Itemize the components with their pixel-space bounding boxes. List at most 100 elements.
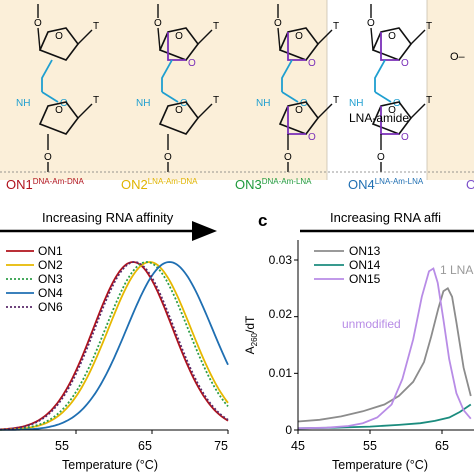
base-bond [317, 103, 333, 119]
base-bond [317, 29, 333, 45]
sugar-top-3: O T O [278, 21, 339, 69]
base-label: T [426, 21, 432, 32]
lna-bridge [287, 32, 306, 61]
carbonyl-oxygen-4: O [393, 98, 401, 109]
base-bond [197, 29, 213, 45]
bridge-oxygen: O [188, 58, 196, 69]
legend-c-label-on14: ON14 [349, 258, 381, 272]
chart-c-ylabel: A260/dT [243, 315, 259, 354]
chart-c-ytick-0: 0 [285, 423, 292, 437]
chart-c-xtick-45: 45 [291, 439, 305, 453]
ring [38, 27, 79, 61]
legend-b-label-on6: ON6 [38, 300, 63, 314]
ring [371, 27, 412, 61]
sugar-top-4: O T O [371, 21, 432, 69]
ring-oxygen: O [388, 31, 396, 42]
series-line-on4 [0, 261, 229, 431]
ring [38, 101, 79, 135]
c3-oxygen-3: O [284, 152, 292, 163]
extra-fragment-oxygen: O– [450, 51, 466, 63]
c5-bond-3 [277, 27, 281, 51]
ring [278, 27, 319, 61]
chart-b-xlabel: Temperature (°C) [62, 458, 158, 472]
oligo-label-superscript: DNA-Am-DNA [33, 177, 85, 186]
legend-c-label-on15: ON15 [349, 272, 381, 286]
series-line-on6 [0, 261, 229, 431]
carbonyl-1 [41, 91, 59, 103]
carbonyl-oxygen-3: O [300, 98, 308, 109]
affinity-arrow-b-label: Increasing RNA affinity [42, 210, 174, 225]
bridge-oxygen: O [401, 132, 409, 143]
chart-c-ytick-0.03: 0.03 [269, 253, 293, 267]
top-oxygen-1: O [34, 18, 42, 29]
ring-oxygen: O [388, 105, 396, 116]
bridge-oxygen: O [401, 58, 409, 69]
oligo-label-4: ON4LNA-Am-LNA [348, 177, 424, 192]
oligo-label-prefix: O [466, 177, 474, 192]
panel-c-letter: c [258, 211, 267, 230]
chart-c-xlabel: Temperature (°C) [332, 458, 428, 472]
lna-amide-label: LNA-amide [349, 111, 409, 125]
chart-c-plot [294, 259, 472, 434]
legend-b-label-on4: ON4 [38, 286, 63, 300]
c5-bond-4 [370, 27, 374, 51]
base-label: T [213, 95, 219, 106]
base-label: T [213, 21, 219, 32]
sugar-top-1: OT [38, 21, 99, 61]
top-oxygen-4: O [367, 18, 375, 29]
base-bond [410, 29, 426, 45]
nucleoside-structures: OOTONHOTOOOTOONHOTOOOTOONHOTOOOOTOONHOTO… [0, 4, 474, 192]
carbonyl-2 [161, 91, 179, 103]
legend-b-label-on2: ON2 [38, 258, 63, 272]
top-oxygen-3: O [274, 18, 282, 29]
ring [158, 101, 199, 135]
oligo-label-prefix: ON4 [348, 177, 375, 192]
c3-oxygen-1: O [44, 152, 52, 163]
amide-linker-4 [374, 59, 386, 92]
amide-nh-1: NH [16, 98, 30, 109]
chart-c-ytick-0.01: 0.01 [269, 366, 293, 380]
ring-oxygen: O [55, 31, 63, 42]
base-bond [410, 103, 426, 119]
carbonyl-3 [281, 91, 299, 103]
amide-linker-3 [281, 59, 293, 92]
base-bond [77, 103, 93, 119]
sugar-bottom-4: O T O [371, 95, 432, 143]
annotation-unmodified: unmodified [342, 317, 401, 331]
ylabel-sub: 260 [250, 332, 259, 346]
lna-amide-panel-background [327, 0, 427, 180]
sugar-bottom-1: OT [38, 95, 99, 135]
c5-bond-1 [37, 27, 41, 51]
amide-nh-4: NH [349, 98, 363, 109]
panel-c: c Increasing RNA affi 0.03 0.02 0.01 0 A… [243, 210, 474, 472]
ring-oxygen: O [175, 105, 183, 116]
chart-c-legend: ON13 ON14 ON15 [314, 244, 381, 286]
bridge-oxygen: O [308, 58, 316, 69]
base-label: T [333, 95, 339, 106]
lna-bridge [380, 32, 399, 61]
c3-oxygen-4: O [377, 152, 385, 163]
c3-oxygen-2: O [164, 152, 172, 163]
base-label: T [426, 95, 432, 106]
series-line-on14 [297, 403, 472, 430]
carbonyl-oxygen-2: O [180, 98, 188, 109]
panel-b: Increasing RNA affinity 55 65 75 Tempera… [0, 210, 229, 472]
amide-nh-2: NH [136, 98, 150, 109]
oligo-label-superscript: DNA-Am-LNA [262, 177, 312, 186]
legend-b-label-on1: ON1 [38, 244, 63, 258]
base-label: T [93, 21, 99, 32]
chart-b-xtick-75: 75 [214, 439, 228, 453]
c5-bond-2 [157, 27, 161, 51]
oligo-label-superscript: LNA-Am-LNA [375, 177, 424, 186]
legend-c-label-on13: ON13 [349, 244, 381, 258]
ring-oxygen: O [295, 105, 303, 116]
chart-c-xtick-65: 65 [435, 439, 449, 453]
chart-c-xtick-55: 55 [363, 439, 377, 453]
chart-c-ytick-0.02: 0.02 [269, 307, 293, 321]
ring [371, 101, 412, 135]
chart-b-legend: ON1 ON2 ON3 ON4 ON6 [6, 244, 63, 314]
series-line-on1 [0, 261, 229, 431]
series-line-on2 [0, 261, 229, 431]
series-line-on13 [297, 286, 472, 423]
